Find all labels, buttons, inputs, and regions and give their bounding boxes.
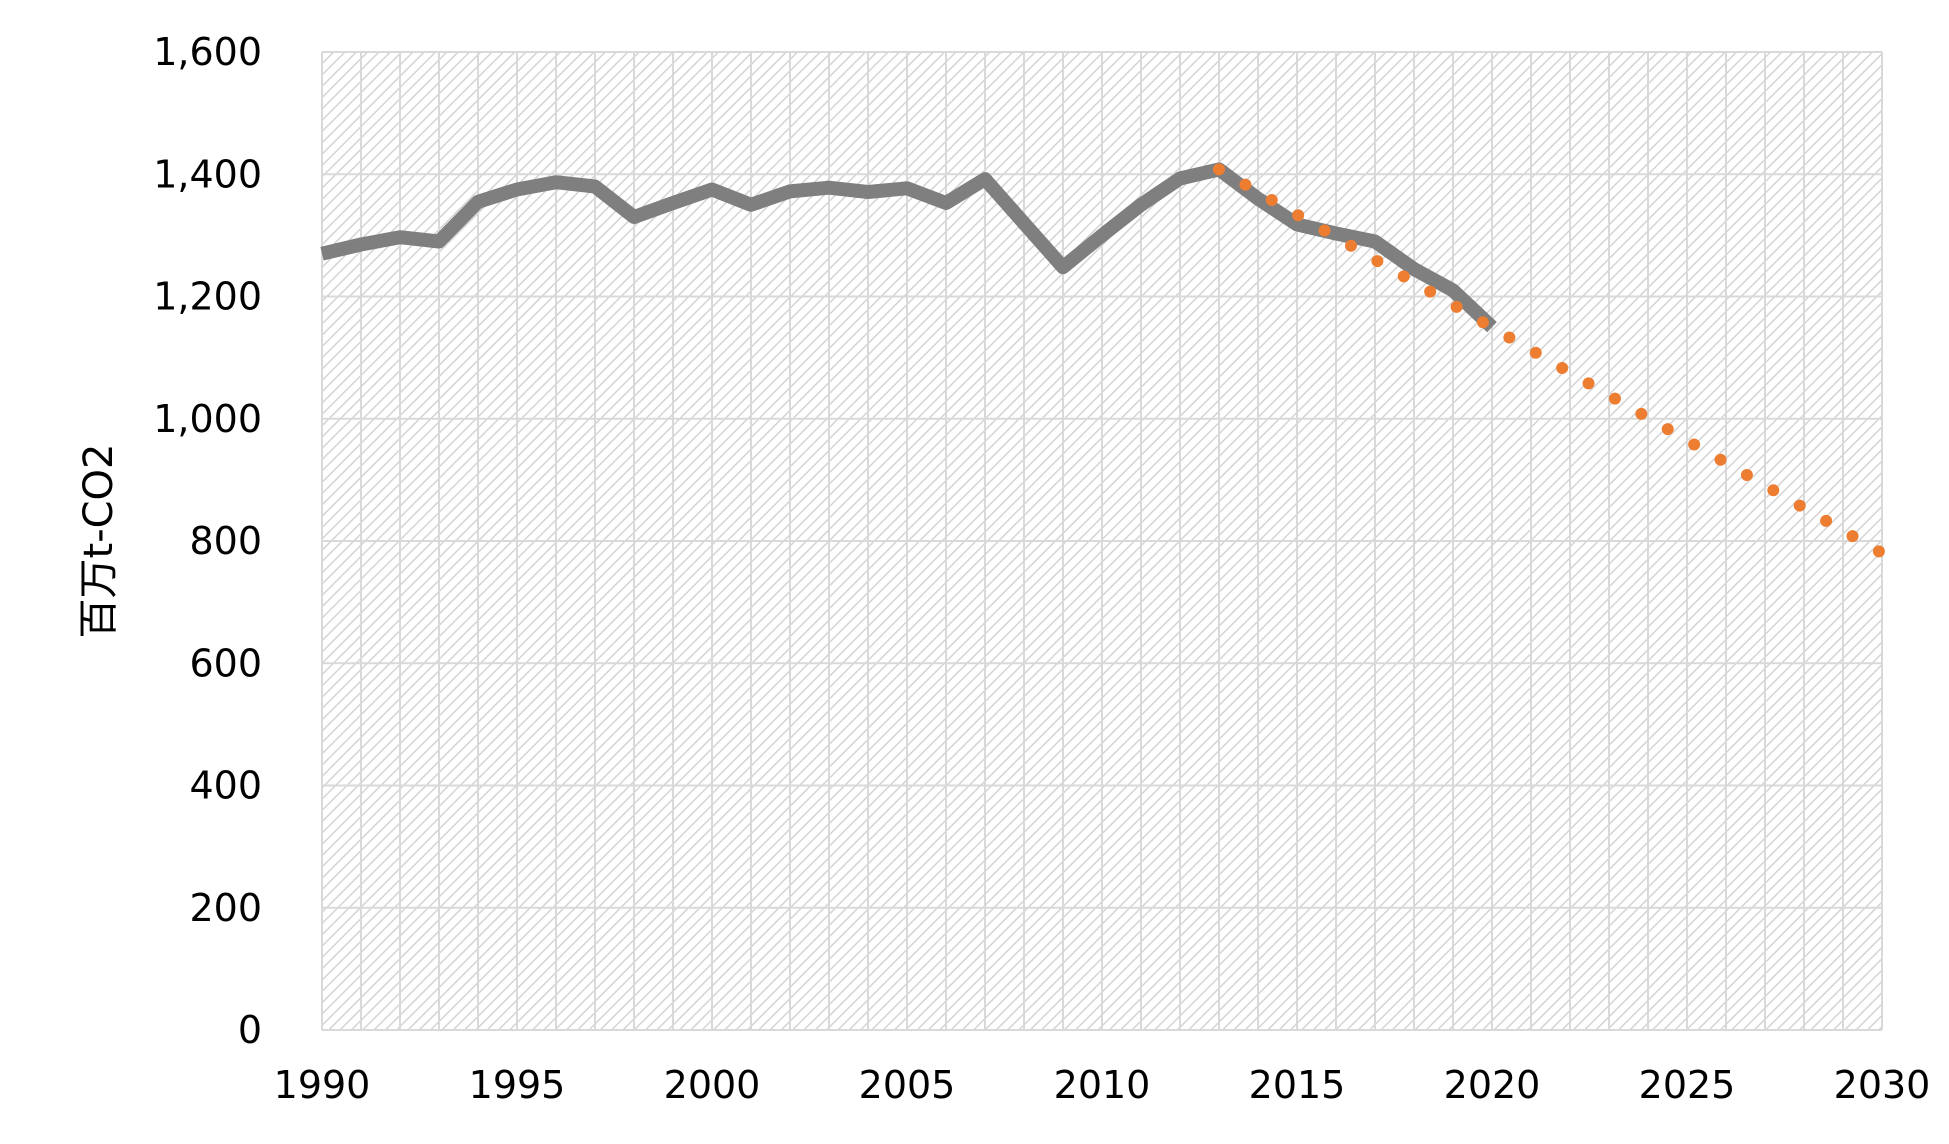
series-line-dotted — [1213, 163, 1888, 560]
y-axis-title: 百万t-CO2 — [76, 444, 122, 639]
x-tick-label: 2000 — [664, 1063, 761, 1107]
y-tick-label: 1,600 — [153, 30, 262, 74]
y-tick-label: 0 — [238, 1008, 262, 1052]
x-tick-label: 2020 — [1444, 1063, 1541, 1107]
x-tick-label: 2025 — [1639, 1063, 1736, 1107]
x-tick-label: 1990 — [274, 1063, 371, 1107]
x-tick-label: 2005 — [859, 1063, 956, 1107]
y-tick-label: 200 — [189, 886, 262, 930]
x-tick-label: 2030 — [1834, 1063, 1931, 1107]
x-tick-label: 2015 — [1249, 1063, 1346, 1107]
y-tick-label: 400 — [189, 764, 262, 808]
y-tick-label: 1,400 — [153, 152, 262, 196]
series-line-solid — [320, 162, 1497, 333]
x-tick-label: 2010 — [1054, 1063, 1151, 1107]
y-tick-label: 1,200 — [153, 275, 262, 319]
x-tick-label: 1995 — [469, 1063, 566, 1107]
y-tick-label: 600 — [189, 641, 262, 685]
y-tick-label: 1,000 — [153, 397, 262, 441]
y-tick-label: 800 — [189, 519, 262, 563]
